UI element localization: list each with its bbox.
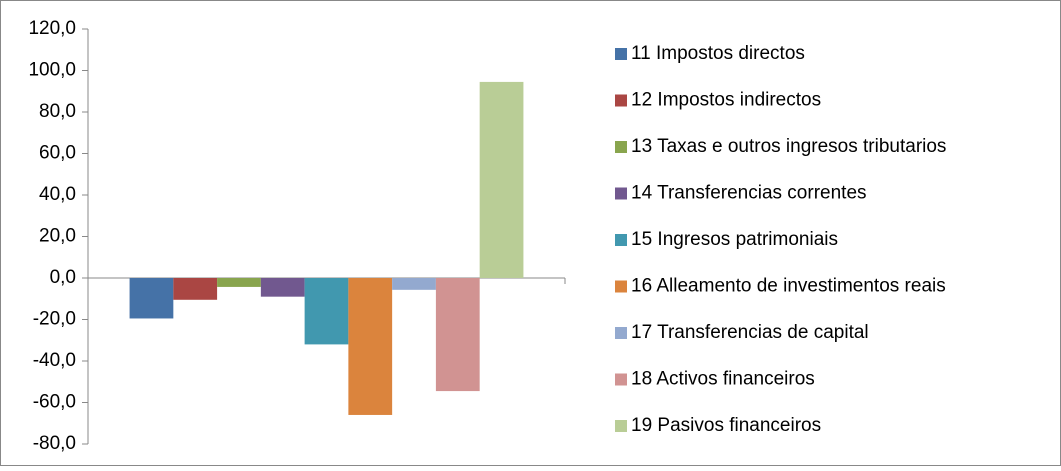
legend-swatch bbox=[615, 141, 627, 153]
legend-swatch bbox=[615, 48, 627, 60]
legend-swatch bbox=[615, 280, 627, 293]
legend-label: 17 Transferencias de capital bbox=[631, 322, 869, 343]
legend-label: 16 Alleamento de investimentos reais bbox=[631, 276, 946, 297]
legend-swatch bbox=[615, 94, 627, 107]
bar bbox=[129, 278, 174, 319]
y-tick-label: 0,0 bbox=[50, 267, 76, 288]
bar bbox=[348, 278, 393, 415]
y-tick-label: -60,0 bbox=[33, 392, 76, 413]
legend-swatch bbox=[615, 327, 627, 339]
legend-label: 14 Transferencias correntes bbox=[631, 183, 867, 204]
y-tick-label: 40,0 bbox=[39, 184, 76, 205]
bar bbox=[392, 278, 436, 290]
bar bbox=[217, 278, 261, 287]
y-tick-label: -20,0 bbox=[33, 309, 76, 330]
y-tick-label: 20,0 bbox=[39, 226, 76, 247]
legend-label: 19 Pasivos financeiros bbox=[631, 415, 821, 436]
y-tick-label: -40,0 bbox=[33, 350, 76, 371]
bar bbox=[479, 81, 524, 278]
bar bbox=[260, 278, 305, 297]
legend-swatch bbox=[615, 187, 627, 200]
legend-swatch bbox=[615, 234, 627, 246]
bar bbox=[304, 278, 349, 345]
legend-label: 18 Activos financeiros bbox=[631, 369, 815, 390]
legend-swatch bbox=[615, 420, 627, 432]
y-tick-label: 60,0 bbox=[39, 143, 76, 164]
y-tick-label: 80,0 bbox=[39, 101, 76, 122]
bar bbox=[173, 278, 218, 300]
y-tick-label: 100,0 bbox=[28, 60, 76, 81]
legend-label: 11 Impostos directos bbox=[631, 43, 805, 64]
legend-label: 12 Impostos indirectos bbox=[631, 90, 821, 111]
legend-swatch bbox=[615, 373, 627, 386]
legend-label: 13 Taxas e outros ingresos tributarios bbox=[631, 136, 946, 157]
y-tick-label: -80,0 bbox=[33, 433, 76, 454]
bar bbox=[435, 278, 480, 392]
legend-label: 15 Ingresos patrimoniais bbox=[631, 229, 838, 250]
y-tick-label: 120,0 bbox=[28, 18, 76, 39]
